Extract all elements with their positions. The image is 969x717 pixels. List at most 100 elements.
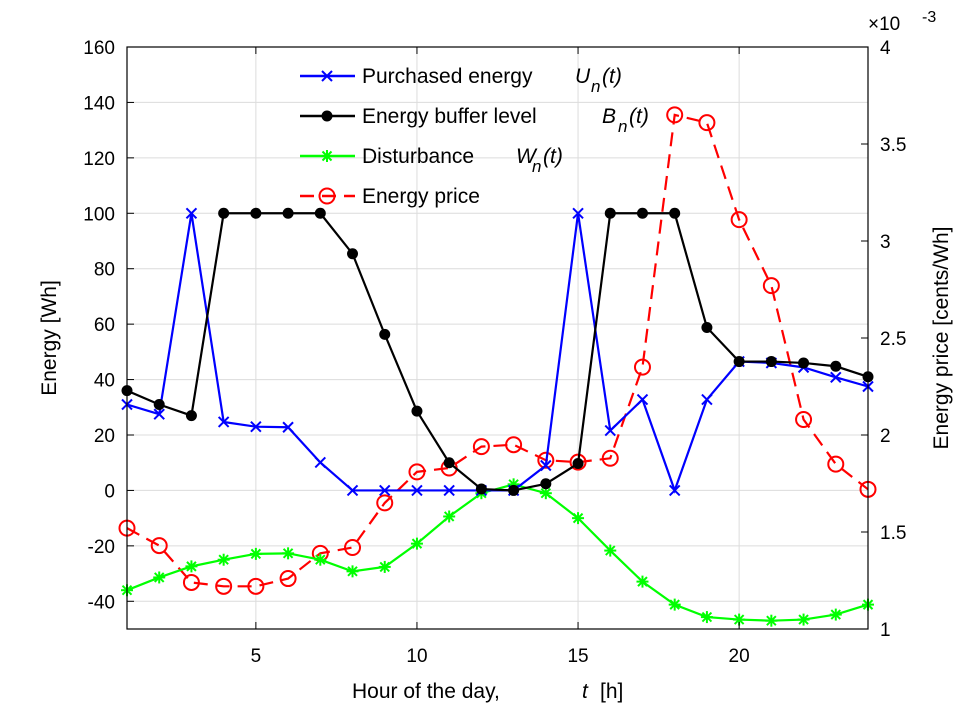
- data-point: [217, 553, 230, 566]
- data-point: [314, 456, 327, 469]
- y-left-tick-label: 120: [83, 149, 115, 170]
- series-line: [126, 113, 869, 588]
- data-point: [411, 484, 423, 497]
- data-point: [182, 573, 200, 591]
- y-left-tick-label: 20: [94, 426, 115, 447]
- data-point: [829, 608, 842, 621]
- data-point: [765, 356, 777, 368]
- y-left-tick-label: 40: [94, 371, 115, 392]
- legend-item-energy-price: Energy price: [300, 185, 480, 208]
- legend-item-disturbance: Disturbance Wn (t): [300, 145, 563, 176]
- y-left-tick-label: 160: [83, 38, 115, 59]
- legend-label: Disturbance: [362, 145, 474, 168]
- y-axis-right-title: Energy price [cents/Wh]: [930, 227, 953, 450]
- data-point: [636, 393, 649, 406]
- legend-subscript: n: [591, 77, 600, 96]
- legend-subscript: n: [532, 157, 541, 176]
- data-point: [701, 321, 713, 333]
- y-left-tick-label: 80: [94, 260, 115, 281]
- legend-arg: (t): [543, 145, 563, 168]
- data-point: [698, 114, 716, 132]
- data-point: [218, 207, 230, 219]
- data-point: [150, 537, 168, 555]
- data-point: [633, 358, 651, 376]
- legend-marker: [321, 150, 333, 162]
- data-point: [668, 484, 681, 497]
- series-energy-price: [118, 106, 877, 595]
- legend-subscript: n: [618, 117, 627, 136]
- data-point: [537, 451, 555, 469]
- data-point: [314, 207, 326, 219]
- data-point: [379, 328, 391, 340]
- x-axis-title: Hour of the day,: [352, 680, 500, 703]
- data-point: [379, 484, 391, 497]
- x-axis-title-unit: [h]: [600, 680, 623, 703]
- y-right-tick-label: 3.5: [880, 135, 906, 156]
- right-axis-exponent: -3: [922, 9, 936, 26]
- data-point: [795, 410, 813, 428]
- data-point: [604, 207, 616, 219]
- data-point: [604, 424, 616, 437]
- grid: [127, 46, 868, 629]
- y-axis-left-title: Energy [Wh]: [38, 280, 61, 396]
- legend-marker: [321, 70, 333, 82]
- data-point: [604, 544, 617, 557]
- data-point: [666, 106, 684, 124]
- axes: 5 10 15 20 -40 -20 0 20 40 60 80 100 120 140 160 1 1.5 2 2…: [83, 38, 906, 667]
- data-point: [376, 494, 394, 512]
- legend-symbol: W: [516, 145, 538, 168]
- y-left-tick-label: -40: [88, 592, 115, 613]
- series-disturbance: [121, 478, 874, 627]
- series-line: [126, 483, 869, 622]
- data-point: [701, 393, 713, 406]
- y-left-tick-label: 100: [83, 204, 115, 225]
- y-left-tick-label: 140: [83, 93, 115, 114]
- data-point: [601, 449, 619, 467]
- data-point: [378, 560, 391, 573]
- right-axis-multiplier: ×10: [868, 14, 900, 35]
- data-point: [505, 436, 523, 454]
- data-point: [347, 248, 359, 260]
- data-point: [282, 207, 294, 219]
- data-point: [540, 478, 552, 490]
- y-right-tick-label: 2.5: [880, 329, 906, 350]
- data-point: [217, 416, 230, 428]
- legend-marker: [318, 187, 336, 205]
- data-point: [443, 484, 455, 497]
- x-tick-label: 10: [406, 646, 427, 667]
- data-point: [410, 537, 423, 550]
- y-right-tick-label: 1: [880, 620, 891, 641]
- data-point: [250, 207, 262, 219]
- legend-label: Energy price: [362, 185, 480, 208]
- y-right-tick-label: 1.5: [880, 523, 906, 544]
- legend-label: Energy buffer level: [362, 105, 537, 128]
- data-point: [830, 360, 842, 372]
- data-point: [668, 598, 681, 611]
- data-point: [185, 560, 198, 573]
- legend-symbol: B: [602, 105, 616, 128]
- data-point: [733, 356, 745, 368]
- data-point: [185, 410, 197, 422]
- y-left-tick-label: -20: [88, 537, 115, 558]
- data-point: [408, 463, 426, 481]
- data-point: [443, 457, 455, 469]
- y-right-tick-label: 2: [880, 426, 891, 447]
- x-tick-label: 20: [729, 646, 750, 667]
- data-point: [153, 571, 166, 584]
- data-point: [475, 483, 487, 495]
- data-point: [282, 547, 295, 560]
- data-point: [282, 421, 294, 433]
- series-energy-buffer-level: [121, 207, 874, 496]
- data-point: [572, 207, 584, 219]
- data-point: [153, 408, 165, 420]
- legend-symbol: U: [575, 65, 591, 88]
- data-point: [508, 484, 520, 496]
- data-point: [572, 458, 584, 470]
- data-point: [346, 484, 359, 497]
- data-point: [669, 207, 681, 219]
- data-point: [827, 455, 845, 473]
- legend-arg: (t): [629, 105, 649, 128]
